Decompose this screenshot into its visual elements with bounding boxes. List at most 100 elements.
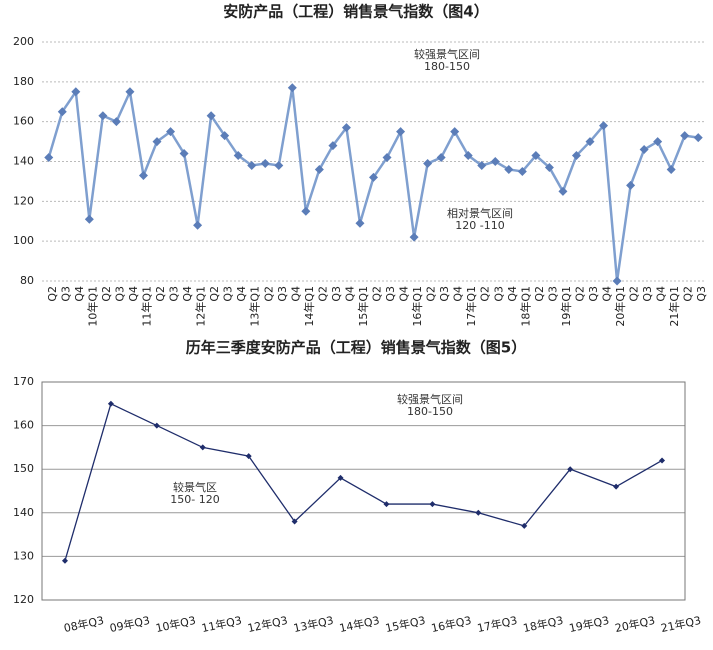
marker — [301, 206, 311, 216]
x-tick-label: Q3 — [641, 286, 654, 302]
marker — [341, 123, 351, 133]
annotation: 较强景气区间 — [414, 47, 480, 61]
x-tick-label: 18年Q3 — [522, 613, 565, 635]
x-tick-label: Q4 — [452, 286, 465, 302]
marker — [383, 501, 390, 508]
marker — [44, 153, 54, 163]
marker — [612, 276, 622, 286]
x-tick-label: Q3 — [384, 286, 397, 302]
x-tick-label: Q2 — [682, 286, 695, 302]
x-tick-label: Q4 — [601, 286, 614, 302]
marker — [247, 160, 257, 170]
x-tick-label: Q4 — [343, 286, 356, 302]
marker — [653, 137, 663, 147]
marker — [436, 153, 446, 163]
x-tick-label: 19年Q3 — [568, 613, 611, 635]
marker — [260, 158, 270, 168]
x-tick-label: 08年Q3 — [62, 613, 105, 635]
plot-border — [41, 381, 686, 601]
marker — [599, 121, 609, 131]
x-tick-label: 11年Q3 — [200, 613, 243, 635]
y-tick-label: 130 — [13, 549, 34, 562]
marker — [111, 117, 121, 127]
marker — [639, 145, 649, 155]
y-tick-label: 100 — [13, 234, 34, 247]
x-tick-label: 16年Q1 — [410, 286, 424, 327]
x-tick-label: Q3 — [695, 286, 708, 302]
x-tick-label: 15年Q1 — [356, 286, 370, 327]
y-tick-label: 160 — [13, 419, 34, 432]
y-tick-label: 180 — [13, 75, 34, 88]
x-tick-label: Q3 — [113, 286, 126, 302]
annotation: 较强景气区间 — [397, 392, 463, 406]
annotation: 相对景气区间 — [447, 206, 513, 220]
marker — [450, 127, 460, 137]
line — [47, 87, 699, 282]
chart-title: 历年三季度安防产品（工程）销售景气指数（图5） — [186, 339, 526, 357]
marker — [125, 87, 135, 97]
marker — [337, 474, 344, 481]
x-tick-label: Q2 — [262, 286, 275, 302]
marker — [693, 133, 703, 143]
marker — [152, 137, 162, 147]
x-tick-label: 10年Q3 — [154, 613, 197, 635]
marker — [666, 164, 676, 174]
x-tick-label: 15年Q3 — [384, 613, 427, 635]
y-tick-label: 160 — [13, 115, 34, 128]
x-tick-label: 13年Q1 — [248, 286, 262, 327]
x-tick-label: 20年Q3 — [614, 613, 657, 635]
annotation: 180-150 — [407, 405, 453, 418]
x-tick-label: Q3 — [59, 286, 72, 302]
x-tick-label: 17年Q1 — [464, 286, 478, 327]
x-tick-label: 18年Q1 — [518, 286, 532, 327]
x-tick-label: 11年Q1 — [139, 286, 153, 327]
marker — [585, 137, 595, 147]
annotation: 120 -110 — [455, 219, 504, 232]
marker — [567, 466, 574, 473]
marker — [328, 141, 338, 151]
x-tick-label: Q2 — [628, 286, 641, 302]
marker — [659, 457, 666, 464]
x-tick-label: 13年Q3 — [292, 613, 335, 635]
marker — [245, 453, 252, 460]
x-tick-label: Q2 — [46, 286, 59, 302]
marker — [220, 131, 230, 141]
x-tick-label: Q4 — [181, 286, 194, 302]
marker — [409, 232, 419, 242]
marker — [193, 220, 203, 230]
x-tick-label: 12年Q1 — [194, 286, 208, 327]
x-tick-label: Q2 — [371, 286, 384, 302]
x-tick-label: Q4 — [289, 286, 302, 302]
marker — [396, 127, 406, 137]
marker — [490, 157, 500, 166]
marker — [680, 131, 690, 141]
marker — [355, 218, 365, 228]
x-tick-label: Q3 — [330, 286, 343, 302]
x-tick-label: Q2 — [479, 286, 492, 302]
marker — [287, 83, 297, 93]
y-tick-label: 200 — [13, 35, 34, 48]
marker — [517, 166, 527, 176]
x-tick-label: Q3 — [276, 286, 289, 302]
x-tick-label: Q2 — [100, 286, 113, 302]
annotation: 较景气区 — [173, 480, 217, 494]
marker — [571, 151, 581, 161]
marker — [98, 111, 108, 121]
x-tick-label: Q2 — [533, 286, 546, 302]
x-tick-label: 19年Q1 — [559, 286, 573, 327]
marker — [531, 151, 541, 161]
x-tick-label: Q2 — [154, 286, 167, 302]
x-tick-label: Q3 — [168, 286, 181, 302]
x-tick-label: Q4 — [235, 286, 248, 302]
x-tick-label: 21年Q3 — [660, 613, 703, 635]
x-tick-label: 14年Q3 — [338, 613, 381, 635]
chart-title: 安防产品（工程）销售景气指数（图4） — [223, 3, 488, 21]
marker — [199, 444, 206, 451]
x-tick-label: 17年Q3 — [476, 613, 519, 635]
marker — [504, 164, 514, 174]
x-tick-label: 20年Q1 — [613, 286, 627, 327]
marker — [314, 164, 324, 174]
x-tick-label: Q2 — [316, 286, 329, 302]
y-tick-label: 80 — [20, 274, 34, 287]
